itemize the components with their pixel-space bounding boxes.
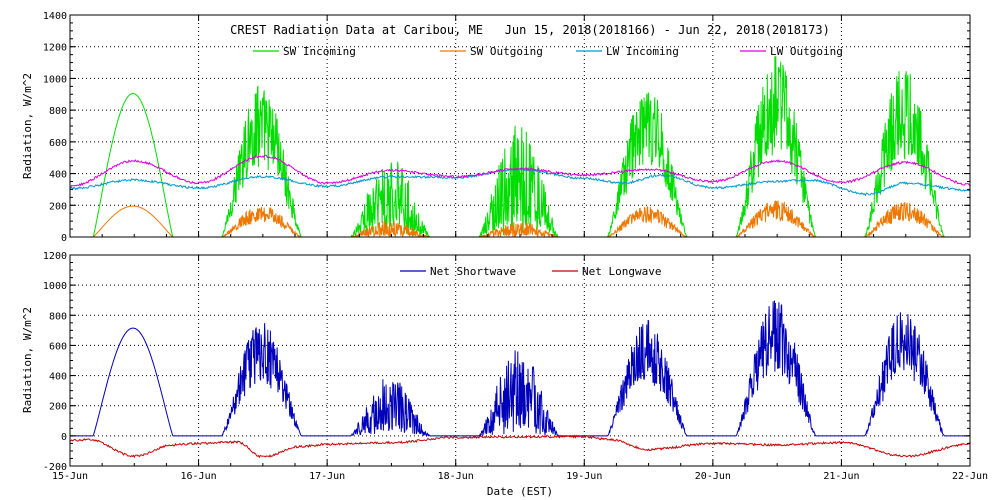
- y-tick-label: 800: [49, 106, 67, 117]
- series-line-net-longwave: [70, 434, 970, 459]
- y-tick-label: 600: [49, 341, 67, 352]
- legend-label: SW Outgoing: [470, 45, 543, 58]
- top-panel: 0 200 400 600 800 1000 1200 1400 Radiation, W/m…: [21, 11, 971, 244]
- legend-label: Net Shortwave: [430, 265, 516, 278]
- chart-title: CREST Radiation Data at Caribou, ME Jun …: [230, 23, 830, 37]
- y-tick-label: 1200: [43, 251, 67, 262]
- y-tick-label: -200: [43, 462, 67, 473]
- bottom-series: [70, 300, 970, 459]
- x-tick-label: 17-Jun: [309, 471, 345, 482]
- legend-label: LW Outgoing: [770, 45, 843, 58]
- x-axis-title: Date (EST): [487, 485, 553, 498]
- legend-label: Net Longwave: [582, 265, 661, 278]
- x-tick-label: 20-Jun: [695, 471, 731, 482]
- y-tick-label: 1000: [43, 281, 67, 292]
- y-tick-label: 1000: [43, 74, 67, 85]
- y-tick-label: 200: [49, 201, 67, 212]
- bottom-panel: -200 0 200 400 600 800 1000 1200 15-Jun 16-Jun 17…: [21, 251, 988, 498]
- x-tick-label: 18-Jun: [438, 471, 474, 482]
- series-line-sw-outgoing: [70, 200, 970, 237]
- bottom-y-axis-title: Radiation, W/m^2: [21, 307, 34, 413]
- x-tick-label: 21-Jun: [823, 471, 859, 482]
- series-line-net-shortwave: [70, 300, 970, 438]
- y-tick-label: 1200: [43, 43, 67, 54]
- legend-label: SW Incoming: [283, 45, 356, 58]
- y-tick-label: 400: [49, 170, 67, 181]
- x-tick-label: 22-Jun: [952, 471, 988, 482]
- top-y-ticks: 0 200 400 600 800 1000 1200 1400: [43, 11, 971, 244]
- bottom-x-ticks: 15-Jun 16-Jun 17-Jun 18-Jun 19-Jun 20-Jun 21-J…: [52, 255, 988, 482]
- y-tick-label: 0: [61, 233, 67, 244]
- bottom-legend: Net Shortwave Net Longwave: [400, 265, 661, 278]
- bottom-y-ticks: -200 0 200 400 600 800 1000 1200: [43, 251, 970, 473]
- y-tick-label: 800: [49, 311, 67, 322]
- top-legend: SW Incoming SW Outgoing LW Incoming LW Outg…: [253, 45, 843, 58]
- top-series: [70, 56, 970, 237]
- legend-label: LW Incoming: [606, 45, 679, 58]
- y-tick-label: 0: [61, 432, 67, 443]
- top-y-axis-title: Radiation, W/m^2: [21, 73, 34, 179]
- top-grid: [70, 15, 970, 237]
- y-tick-label: 1400: [43, 11, 67, 22]
- x-tick-label: 19-Jun: [566, 471, 602, 482]
- y-tick-label: 600: [49, 138, 67, 149]
- x-tick-label: 16-Jun: [181, 471, 217, 482]
- series-line-lw-outgoing: [70, 154, 970, 188]
- x-tick-label: 15-Jun: [52, 471, 88, 482]
- series-line-sw-incoming: [70, 56, 970, 237]
- y-tick-label: 200: [49, 402, 67, 413]
- y-tick-label: 400: [49, 372, 67, 383]
